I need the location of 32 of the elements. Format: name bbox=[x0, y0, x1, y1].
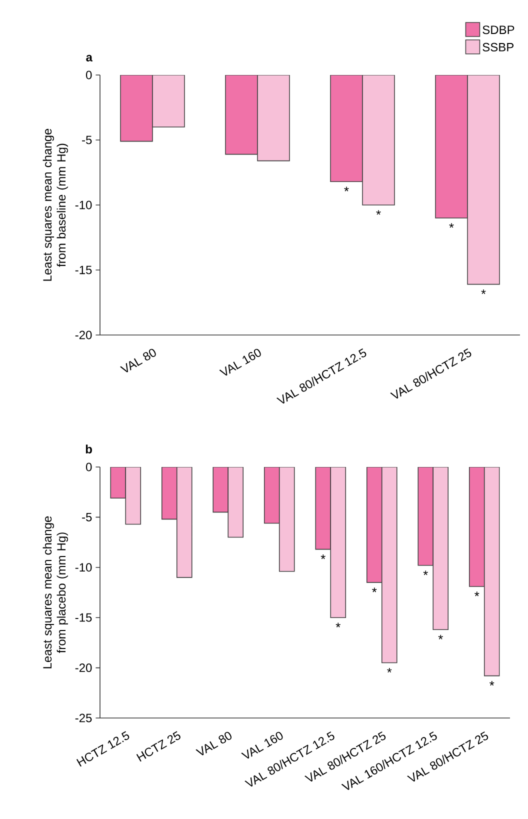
chart-title: a bbox=[86, 54, 93, 62]
legend-label: SSBP bbox=[482, 42, 514, 52]
chart-title: b bbox=[86, 444, 92, 454]
annotation: * bbox=[344, 186, 349, 192]
annotation: * bbox=[449, 223, 454, 228]
x-tick-label: VAL 80 bbox=[196, 732, 232, 756]
y-axis-title: Least squares mean change from baseline (mm Hg) bbox=[42, 128, 68, 281]
y-tick-label: -5 bbox=[82, 136, 92, 144]
y-tick-label: -5 bbox=[82, 513, 92, 522]
legend-label: SDBP bbox=[482, 26, 514, 34]
y-tick-label: -15 bbox=[75, 613, 92, 622]
y-axis-title: Least squares mean change from placebo (mm Hg) bbox=[42, 516, 68, 668]
annotation: * bbox=[474, 592, 480, 596]
y-tick-label: -20 bbox=[75, 664, 92, 672]
annotation: * bbox=[438, 634, 443, 640]
y-tick-label: -10 bbox=[75, 563, 92, 572]
x-tick-label: VAL 160 bbox=[219, 348, 261, 376]
y-tick-label: -20 bbox=[75, 330, 92, 340]
annotation: * bbox=[490, 681, 494, 686]
x-tick-label: VAL 80 bbox=[120, 348, 156, 372]
annotation: * bbox=[372, 588, 377, 592]
annotation: * bbox=[320, 554, 326, 560]
annotation: * bbox=[481, 290, 486, 294]
annotation: * bbox=[423, 570, 428, 576]
y-tick-label: 0 bbox=[86, 70, 92, 80]
y-tick-label: -10 bbox=[75, 200, 92, 210]
y-tick-label: -25 bbox=[75, 714, 92, 722]
y-tick-label: -15 bbox=[75, 266, 92, 274]
annotation: * bbox=[336, 622, 340, 628]
annotation: * bbox=[376, 210, 381, 215]
annotation: * bbox=[387, 668, 392, 673]
y-tick-label: 0 bbox=[86, 462, 92, 472]
